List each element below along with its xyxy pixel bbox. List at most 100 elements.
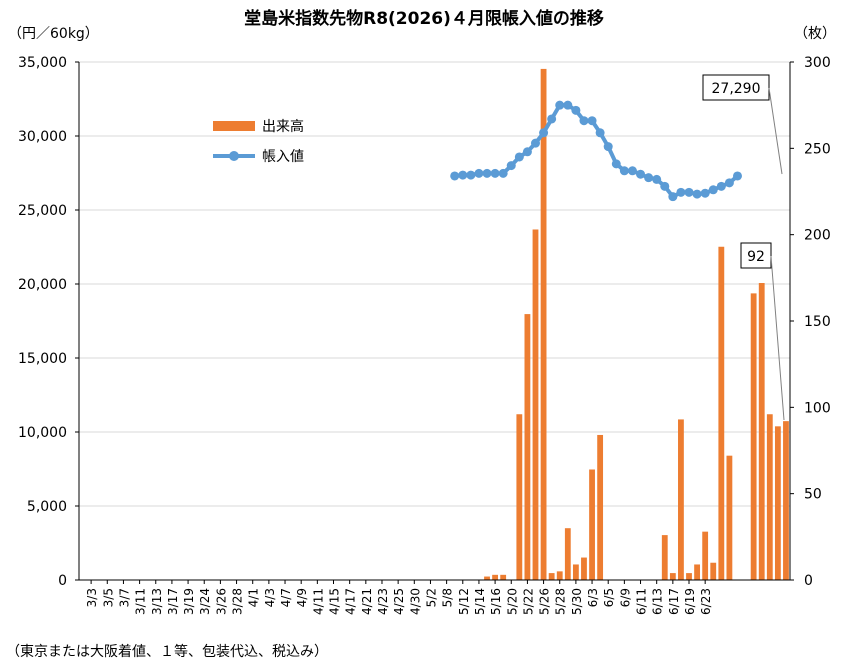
- price-point: [595, 128, 605, 138]
- price-point: [692, 189, 702, 199]
- x-tick-label: 3/5: [101, 588, 115, 607]
- price-point: [611, 159, 621, 169]
- x-tick-label: 6/17: [667, 588, 681, 615]
- price-point: [676, 187, 686, 197]
- x-tick-label: 5/16: [489, 588, 503, 615]
- x-tick-label: 5/12: [457, 588, 471, 615]
- volume-bar: [597, 434, 604, 580]
- price-point: [530, 138, 540, 148]
- callout-last-volume: 92: [740, 242, 785, 421]
- x-tick-label: 4/7: [279, 588, 293, 607]
- price-point: [539, 128, 549, 138]
- price-point: [555, 100, 565, 110]
- price-point: [490, 168, 500, 178]
- x-tick-label: 5/2: [424, 588, 438, 607]
- x-tick-label: 6/5: [602, 588, 616, 607]
- x-tick-label: 4/3: [263, 588, 277, 607]
- volume-bar: [686, 573, 692, 580]
- volume-bar: [702, 531, 709, 580]
- price-point: [700, 188, 710, 198]
- x-tick-label: 5/26: [538, 588, 552, 615]
- price-point: [619, 166, 629, 176]
- right-tick-label: 250: [804, 141, 831, 157]
- volume-bar: [581, 557, 587, 580]
- volume-bar: [758, 283, 765, 580]
- price-point: [482, 168, 492, 178]
- x-tick-label: 6/13: [651, 588, 665, 615]
- price-point: [587, 116, 597, 126]
- volume-bar: [710, 562, 717, 580]
- volume-bar: [718, 246, 725, 580]
- volume-bar: [766, 414, 773, 580]
- x-tick-label: 3/24: [198, 588, 212, 615]
- legend-line-marker: [229, 151, 239, 161]
- volume-bar: [556, 571, 563, 580]
- left-tick-label: 15,000: [18, 351, 67, 367]
- left-tick-label: 30,000: [18, 129, 67, 145]
- volume-bar: [572, 564, 579, 580]
- callout-last-price-text: 27,290: [712, 81, 761, 97]
- volume-bar: [726, 455, 733, 580]
- volume-bar: [678, 419, 684, 580]
- footnote: （東京または大阪着値、１等、包装代込、税込み）: [6, 643, 328, 660]
- volume-bar: [669, 573, 676, 580]
- volume-bar: [532, 229, 539, 580]
- price-point: [450, 171, 460, 181]
- x-tick-label: 3/17: [166, 588, 180, 615]
- price-point: [708, 185, 718, 195]
- volume-bar: [564, 528, 571, 580]
- left-axis-unit: （円／60kg）: [8, 26, 99, 42]
- price-point: [660, 181, 670, 191]
- callout-last-price: 27,290: [702, 74, 783, 175]
- x-tick-label: 3/26: [214, 588, 228, 615]
- price-point: [547, 114, 557, 124]
- x-tick-label: 5/30: [570, 588, 584, 615]
- right-tick-label: 300: [804, 55, 831, 71]
- x-tick-label: 4/15: [328, 588, 342, 615]
- x-tick-label: 4/1: [247, 588, 261, 607]
- gridlines: [79, 61, 790, 581]
- volume-bar: [516, 414, 523, 580]
- right-axis-ticks: 0 50 100 150 200 250 300: [790, 55, 831, 589]
- right-tick-label: 50: [804, 487, 822, 503]
- price-point: [716, 181, 726, 191]
- price-point: [603, 142, 613, 152]
- x-tick-label: 4/9: [295, 588, 309, 607]
- left-tick-label: 35,000: [18, 55, 67, 71]
- right-tick-label: 150: [804, 314, 831, 330]
- volume-bar: [548, 573, 555, 580]
- volume-bar: [589, 469, 595, 580]
- left-tick-label: 5,000: [27, 499, 67, 515]
- x-tick-label: 6/11: [635, 588, 649, 615]
- price-point: [636, 169, 646, 179]
- x-tick-label: 4/21: [360, 588, 374, 615]
- price-point: [684, 187, 694, 197]
- volume-bar: [492, 574, 499, 580]
- chart-title: 堂島米指数先物R8(2026)４月限帳入値の推移: [244, 8, 604, 29]
- x-axis-labels: 3/3 3/5 3/7 3/11 3/13 3/17 3/19 3/24 3/26 3/28 4/1…: [85, 580, 713, 615]
- x-tick-label: 6/9: [618, 588, 632, 607]
- x-tick-label: 6/19: [683, 588, 697, 615]
- x-tick-label: 3/7: [117, 588, 131, 607]
- callout-last-volume-leader: [770, 255, 785, 421]
- x-tick-label: 3/3: [85, 588, 99, 607]
- x-tick-label: 5/28: [554, 588, 568, 615]
- price-point: [644, 173, 654, 183]
- volume-bar: [500, 574, 507, 580]
- x-tick-label: 4/30: [408, 588, 422, 615]
- volume-bar: [524, 314, 531, 580]
- price-point: [724, 178, 734, 188]
- callout-last-volume-box: [740, 242, 772, 269]
- volume-bars: [484, 68, 789, 580]
- x-tick-label: 4/25: [392, 588, 406, 615]
- price-point: [732, 171, 742, 181]
- right-tick-label: 100: [804, 400, 831, 416]
- left-tick-label: 25,000: [18, 203, 67, 219]
- price-line: [450, 100, 742, 202]
- x-tick-label: 5/8: [441, 588, 455, 607]
- price-point: [498, 168, 508, 178]
- x-tick-label: 3/19: [182, 588, 196, 615]
- legend-line-label: 帳入値: [262, 149, 304, 165]
- price-point: [627, 166, 637, 176]
